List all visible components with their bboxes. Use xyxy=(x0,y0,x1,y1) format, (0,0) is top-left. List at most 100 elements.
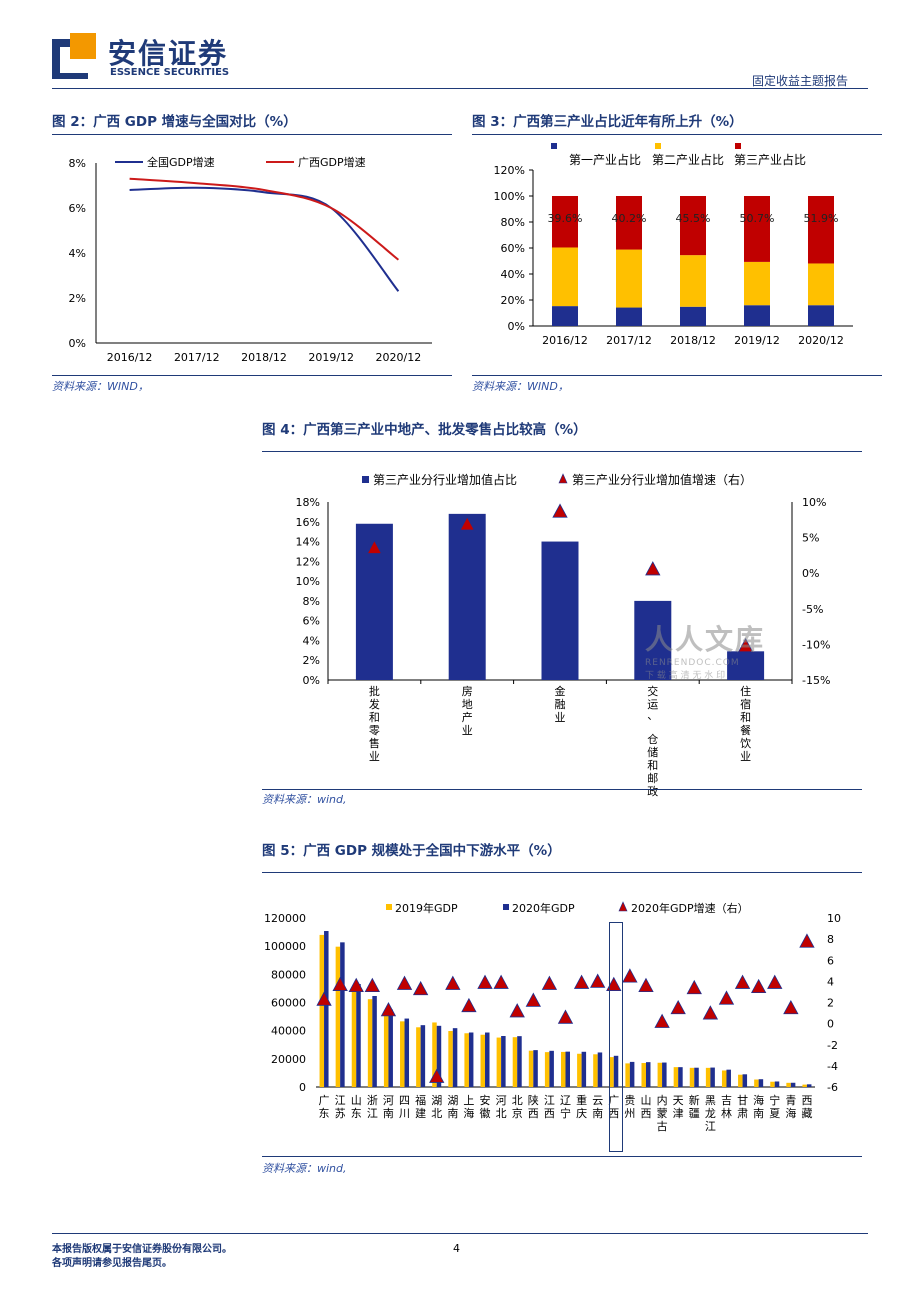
fig5-growth-marker xyxy=(364,977,381,992)
fig5-bar-2019 xyxy=(705,1067,711,1087)
fig2-title-rule xyxy=(52,134,452,135)
fig3-data-label: 50.7% xyxy=(740,212,775,225)
fig3-source-rule xyxy=(472,375,882,376)
fig5-highlight-box xyxy=(609,922,623,1152)
fig4-legend-swatch xyxy=(558,473,568,484)
fig5-bar-2020 xyxy=(613,1055,619,1087)
fig3-title-rule xyxy=(472,134,882,135)
brand-name-en: ESSENCE SECURITIES xyxy=(110,67,230,78)
fig5-bar-2020 xyxy=(436,1025,442,1087)
fig5-bar-2019 xyxy=(625,1063,630,1087)
fig5-y-tick: 100000 xyxy=(264,940,306,953)
fig4-y-tick: 10% xyxy=(296,575,320,588)
fig5-growth-marker xyxy=(509,1003,525,1018)
fig5-y-tick: 80000 xyxy=(271,968,306,981)
header-rule xyxy=(52,88,868,89)
fig5-bar-2019 xyxy=(512,1037,518,1087)
fig2-y-tick: 0% xyxy=(69,337,86,350)
fig5-province-label: 山西 xyxy=(640,1094,652,1120)
watermark-sub: RENRENDOC.COM xyxy=(645,658,740,668)
fig5-province-label: 安徽 xyxy=(479,1094,491,1120)
fig5-province-label: 山东 xyxy=(350,1094,362,1120)
fig5-growth-marker xyxy=(348,977,364,992)
fig5-growth-marker xyxy=(525,992,541,1007)
fig5-title: 图 5：广西 GDP 规模处于全国中下游水平（%） xyxy=(262,843,561,859)
fig4-legend-label: 第三产业分行业增加值增速（右） xyxy=(572,472,752,487)
fig5-bar-2019 xyxy=(770,1081,775,1087)
fig3-legend-swatch xyxy=(655,143,661,149)
fig5-chart: 0 20000 40000 60000 80000 100000 120000 -6 -4 -2 0… xyxy=(264,901,841,1094)
fig3-legend-label: 第三产业占比 xyxy=(734,152,806,167)
fig4-legend-label: 第三产业分行业增加值占比 xyxy=(373,472,517,487)
fig5-growth-marker xyxy=(493,974,509,989)
fig5-bar-2020 xyxy=(549,1050,554,1087)
fig5-growth-marker xyxy=(573,974,590,989)
fig2-source: 资料来源：WIND， xyxy=(52,380,149,393)
fig5-province-label: 江苏 xyxy=(334,1094,346,1120)
fig3-bar-segment xyxy=(616,249,642,308)
fig4-y2-tick: 10% xyxy=(802,496,826,509)
fig5-bar-2019 xyxy=(544,1052,550,1087)
fig3-bar-segment xyxy=(808,305,834,326)
fig5-bar-2020 xyxy=(533,1050,538,1087)
fig5-legend-label: 2020年GDP xyxy=(512,901,575,915)
fig3-bar-segment xyxy=(552,247,578,307)
fig5-province-label: 河北 xyxy=(495,1094,507,1120)
fig3-legend-swatch xyxy=(735,143,741,149)
fig2-x-tick: 2017/12 xyxy=(174,351,220,364)
fig5-province-label: 内蒙古 xyxy=(656,1094,668,1133)
fig5-province-label: 湖北 xyxy=(431,1094,443,1120)
fig3-x-tick: 2018/12 xyxy=(670,334,716,347)
fig5-bar-2019 xyxy=(593,1054,598,1087)
fig5-province-label: 辽宁 xyxy=(560,1094,571,1120)
footer-copyright: 本报告版权属于安信证券股份有限公司。 xyxy=(52,1244,232,1255)
fig3-bar-segment xyxy=(744,261,770,306)
fig5-growth-marker xyxy=(557,1009,574,1024)
fig4-growth-marker xyxy=(737,637,754,653)
fig2-legend-label: 广西GDP增速 xyxy=(298,155,366,169)
fig3-legend-label: 第一产业占比 xyxy=(569,152,641,167)
fig5-bar-2019 xyxy=(738,1074,743,1087)
fig5-bar-2020 xyxy=(388,1009,393,1087)
fig5-bar-2019 xyxy=(754,1079,759,1087)
fig5-legend-label: 2020年GDP增速（右） xyxy=(631,901,749,915)
fig5-province-label: 甘肃 xyxy=(737,1094,749,1120)
fig5-growth-marker xyxy=(332,976,348,991)
fig5-bar-2020 xyxy=(597,1052,603,1087)
fig5-bar-2019 xyxy=(657,1062,663,1087)
fig4-y-tick: 2% xyxy=(303,654,320,667)
fig5-growth-marker xyxy=(783,999,799,1015)
fig5-bar-2019 xyxy=(496,1037,502,1087)
fig5-growth-marker xyxy=(590,973,606,988)
fig5-y-tick: 20000 xyxy=(271,1053,306,1066)
fig5-bar-2020 xyxy=(694,1067,699,1087)
fig5-y-tick: 60000 xyxy=(271,997,306,1010)
fig5-bar-2019 xyxy=(335,946,341,1087)
fig4-category-label: 交运、仓储和邮政 xyxy=(647,685,659,798)
fig4-category-label: 住宿和餐饮业 xyxy=(740,685,752,763)
fig5-bar-2019 xyxy=(673,1067,679,1087)
fig2-source-rule xyxy=(52,375,452,376)
fig5-bar-2020 xyxy=(742,1074,748,1087)
fig5-legend-swatch xyxy=(386,904,392,910)
fig2-x-tick: 2020/12 xyxy=(376,351,422,364)
fig4-bar xyxy=(541,541,579,680)
fig4-y2-tick: 0% xyxy=(802,567,819,580)
fig5-y-tick: 0 xyxy=(299,1081,306,1094)
fig4-y-tick: 18% xyxy=(296,496,320,509)
fig5-bar-2020 xyxy=(726,1069,731,1087)
fig5-bar-2019 xyxy=(786,1082,791,1087)
fig5-bar-2020 xyxy=(678,1067,683,1087)
page-number: 4 xyxy=(453,1242,460,1255)
fig3-legend-swatch xyxy=(551,143,557,149)
fig4-y-tick: 8% xyxy=(303,595,320,608)
fig5-y2-tick: 6 xyxy=(827,954,834,967)
fig5-province-label: 黑龙江 xyxy=(704,1094,716,1133)
fig2-y-tick: 4% xyxy=(69,247,86,260)
fig5-growth-marker xyxy=(718,990,735,1005)
footer-disclaimer: 各项声明请参见报告尾页。 xyxy=(52,1258,172,1269)
fig5-growth-marker xyxy=(622,968,638,983)
fig3-source: 资料来源：WIND， xyxy=(472,380,569,393)
fig5-bar-2020 xyxy=(662,1062,667,1087)
fig5-bar-2020 xyxy=(517,1036,522,1087)
